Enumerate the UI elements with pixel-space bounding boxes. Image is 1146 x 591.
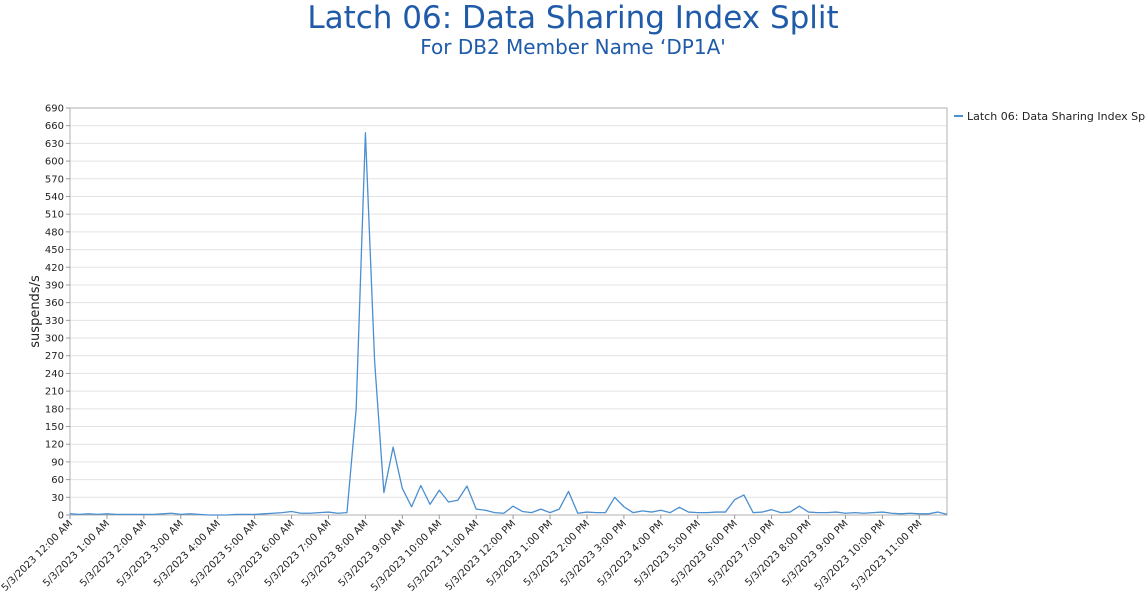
x-tick-label: 5/3/2023 9:00 PM (780, 518, 850, 588)
x-tick-label: 5/3/2023 12:00 PM (443, 518, 518, 591)
y-tick-label: 210 (45, 387, 64, 398)
grid-lines (70, 107, 947, 516)
y-tick-label: 390 (45, 280, 64, 291)
y-tick-label: 270 (45, 351, 64, 362)
y-tick-label: 90 (51, 457, 64, 468)
y-tick-label: 180 (45, 404, 64, 415)
plot-area (69, 107, 948, 516)
y-tick-label: 0 (58, 511, 64, 522)
chart-title: Latch 06: Data Sharing Index Split (307, 0, 839, 36)
x-tick-label: 5/3/2023 11:00 PM (850, 518, 925, 591)
x-tick-label: 5/3/2023 2:00 PM (522, 518, 592, 588)
x-tick-label: 5/3/2023 8:00 PM (743, 518, 813, 588)
series-line[interactable] (69, 132, 948, 516)
legend[interactable]: Latch 06: Data Sharing Index Split (954, 110, 1146, 123)
chart-subtitle: For DB2 Member Name ‘DP1A' (420, 35, 726, 59)
y-tick-label: 630 (45, 139, 64, 150)
x-tick-label: 5/3/2023 11:00 AM (406, 518, 481, 591)
x-tick-label: 5/3/2023 2:00 AM (78, 518, 149, 589)
x-tick-label: 5/3/2023 4:00 AM (152, 518, 223, 589)
x-tick-label: 5/3/2023 1:00 PM (485, 518, 555, 588)
x-tick-label: 5/3/2023 9:00 AM (337, 518, 408, 589)
y-tick-label: 300 (45, 334, 64, 345)
x-tick-label: 5/3/2023 10:00 AM (369, 518, 444, 591)
y-tick-label: 540 (45, 192, 64, 203)
y-tick-label: 60 (51, 475, 64, 486)
y-tick-label: 330 (45, 316, 64, 327)
x-tick-label: 5/3/2023 5:00 PM (633, 518, 703, 588)
y-tick-label: 420 (45, 263, 64, 274)
y-tick-label: 480 (45, 227, 64, 238)
x-tick-label: 5/3/2023 7:00 AM (263, 518, 334, 589)
x-tick-label: 5/3/2023 7:00 PM (706, 518, 776, 588)
y-tick-label: 690 (45, 104, 64, 115)
x-tick-label: 5/3/2023 10:00 PM (813, 518, 888, 591)
x-tick-label: 5/3/2023 8:00 AM (300, 518, 371, 589)
x-tick-label: 5/3/2023 4:00 PM (596, 518, 666, 588)
x-tick-label: 5/3/2023 3:00 PM (559, 518, 629, 588)
y-tick-label: 450 (45, 245, 64, 256)
y-tick-label: 150 (45, 422, 64, 433)
y-axis-label: suspends/s (28, 275, 43, 348)
y-tick-label: 600 (45, 157, 64, 168)
x-tick-label: 5/3/2023 3:00 AM (115, 518, 186, 589)
x-tick-label: 5/3/2023 12:00 AM (0, 518, 75, 591)
y-tick-label: 510 (45, 210, 64, 221)
x-tick-label: 5/3/2023 5:00 AM (189, 518, 260, 589)
y-tick-label: 30 (51, 493, 64, 504)
y-axis-ticks: 0 30 60 90 120 150 180 210 240 270 300 330 360 390 420… (45, 104, 70, 522)
y-tick-label: 240 (45, 369, 64, 380)
legend-label: Latch 06: Data Sharing Index Split (967, 110, 1146, 123)
y-tick-label: 660 (45, 121, 64, 132)
x-axis-ticks: 5/3/2023 12:00 AM5/3/2023 1:00 AM5/3/202… (0, 515, 924, 591)
y-tick-label: 570 (45, 174, 64, 185)
y-tick-label: 360 (45, 298, 64, 309)
x-tick-label: 5/3/2023 1:00 AM (41, 518, 112, 589)
y-tick-label: 120 (45, 440, 64, 451)
x-tick-label: 5/3/2023 6:00 PM (670, 518, 740, 588)
x-tick-label: 5/3/2023 6:00 AM (226, 518, 297, 589)
series-lines (69, 132, 948, 516)
